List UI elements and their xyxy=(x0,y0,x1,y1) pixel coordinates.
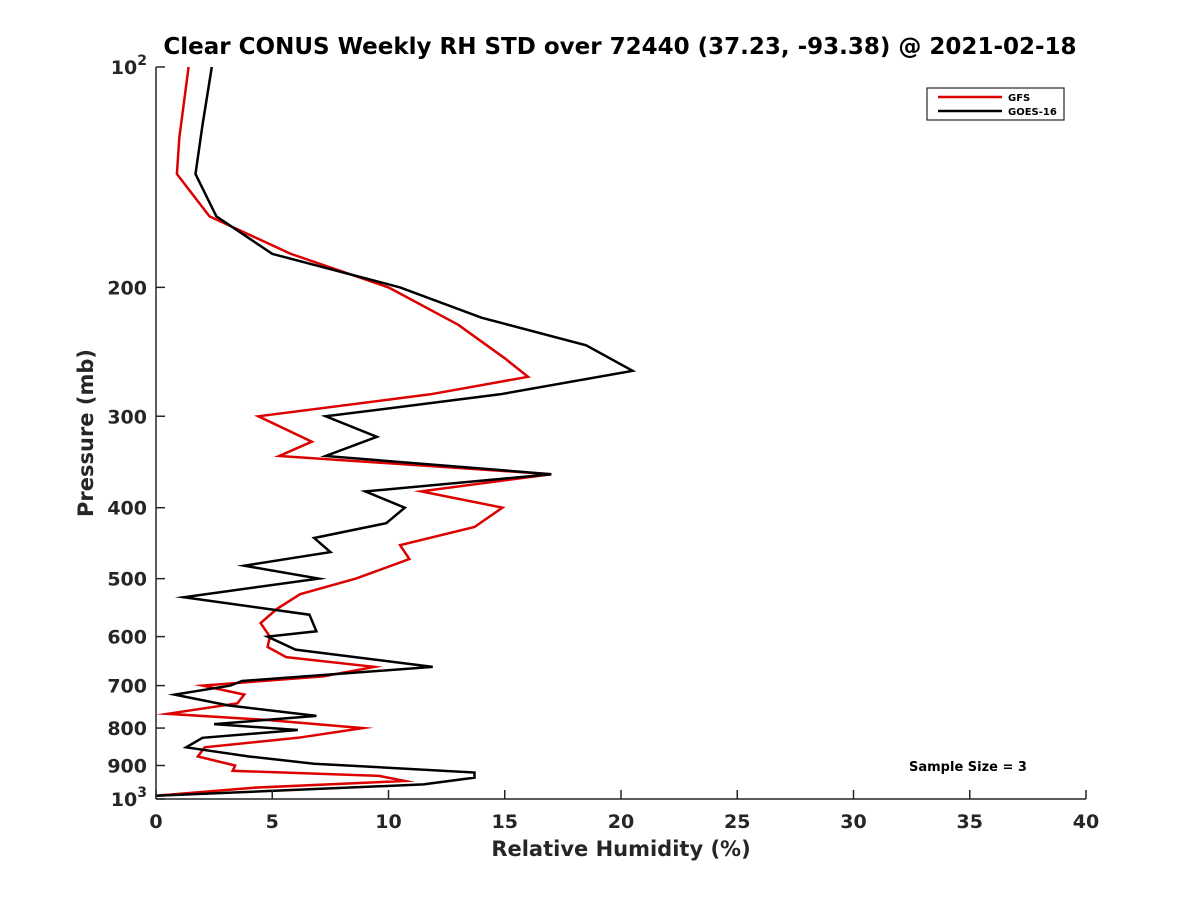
legend-label-goes-16: GOES-16 xyxy=(1008,107,1057,118)
sample-size-annotation: Sample Size = 3 xyxy=(909,760,1027,775)
x-tick-label: 40 xyxy=(1073,811,1099,833)
y-tick-label: 300 xyxy=(107,406,147,428)
legend-box xyxy=(926,87,1065,121)
y-tick-label: 600 xyxy=(107,627,147,649)
y-tick-label: 800 xyxy=(107,718,147,740)
y-tick-label: 500 xyxy=(107,569,147,591)
x-axis-ticks: 0 5 10 15 20 25 30 35 40 xyxy=(149,790,1099,833)
x-tick-label: 30 xyxy=(840,811,866,833)
x-tick-label: 25 xyxy=(724,811,750,833)
x-tick-label: 5 xyxy=(266,811,279,833)
y-tick-label: 400 xyxy=(107,498,147,520)
x-tick-label: 35 xyxy=(957,811,983,833)
chart-title: Clear CONUS Weekly RH STD over 72440 (37… xyxy=(163,34,1076,60)
plot-series-group xyxy=(155,66,637,798)
x-axis-label: Relative Humidity (%) xyxy=(491,837,750,861)
y-axis-label: Pressure (mb) xyxy=(74,349,98,517)
x-tick-label: 10 xyxy=(375,811,401,833)
y-tick-label: 700 xyxy=(107,676,147,698)
y-tick-label: 200 xyxy=(107,277,147,299)
x-tick-label: 0 xyxy=(149,811,162,833)
x-tick-label: 15 xyxy=(492,811,518,833)
x-tick-label: 20 xyxy=(608,811,634,833)
y-tick-label: 900 xyxy=(107,756,147,778)
series-line-gfs xyxy=(155,66,552,798)
legend: GFS GOES-16 xyxy=(926,87,1065,121)
legend-label-gfs: GFS xyxy=(1008,93,1030,104)
series-line-goes-16 xyxy=(155,66,637,798)
